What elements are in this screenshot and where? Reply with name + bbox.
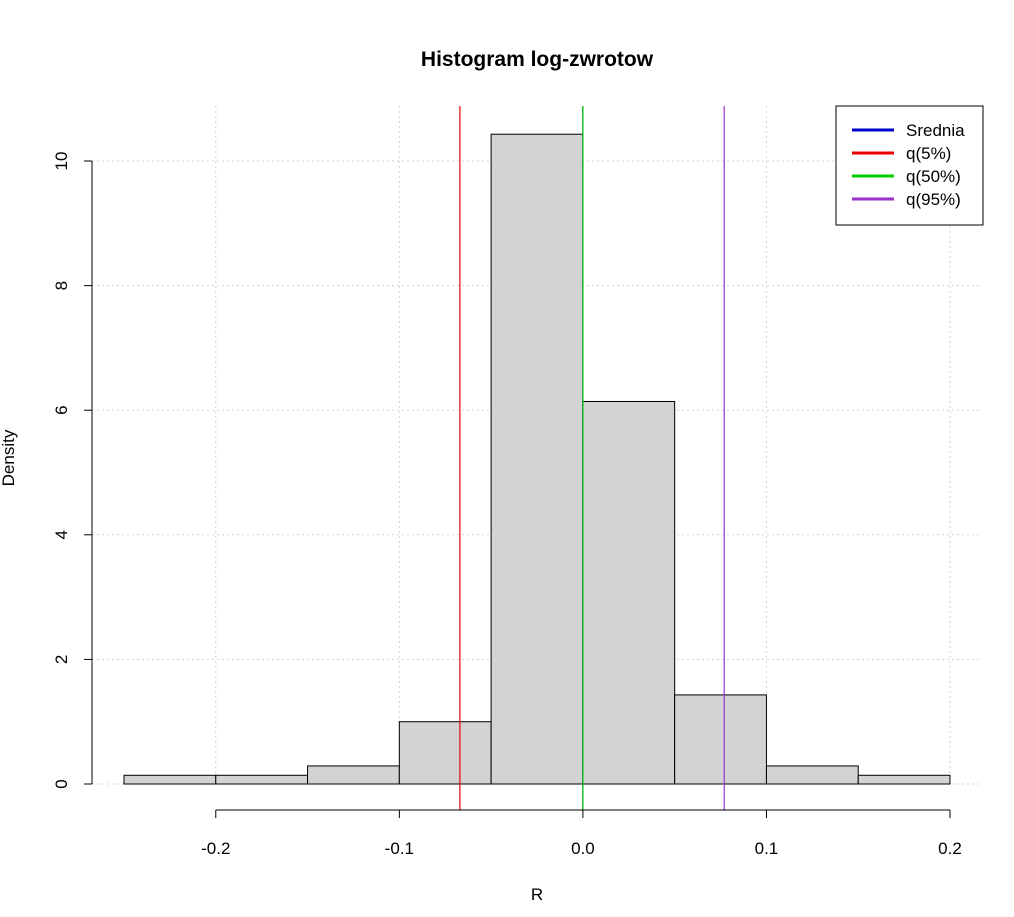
histogram-bar [674,694,767,785]
x-tick-label: -0.1 [385,839,414,858]
y-tick-label: 8 [52,281,71,290]
legend-label: q(50%) [906,167,961,186]
x-tick-label: 0.2 [938,839,962,858]
histogram-bar [490,133,584,785]
y-axis: 0 2 4 6 8 10 [52,152,93,789]
y-tick-label: 2 [52,655,71,664]
x-axis: -0.2 -0.1 0.0 0.1 0.2 [201,809,962,858]
y-tick-label: 0 [52,779,71,788]
y-tick-label: 4 [52,530,71,539]
histogram-bars [123,133,951,785]
histogram-bar [215,774,309,785]
x-tick-label: -0.2 [201,839,230,858]
reference-lines [459,106,725,810]
y-axis-label: Density [0,429,18,486]
legend-label: q(5%) [906,144,951,163]
histogram-bar [123,774,217,785]
y-tick-label: 6 [52,405,71,414]
chart-title: Histogram log-zwrotow [421,48,654,71]
legend-box [835,105,984,226]
x-tick-label: 0.0 [571,839,595,858]
x-axis-label: R [531,885,543,904]
legend: Srednia q(5%) q(50%) q(95%) [835,105,984,226]
legend-label: q(95%) [906,190,961,209]
legend-label: Srednia [906,121,965,140]
histogram-bar [857,774,951,785]
histogram-bar [307,765,400,785]
x-tick-label: 0.1 [755,839,779,858]
y-tick-label: 10 [52,152,71,171]
histogram-bar [398,721,492,785]
histogram-bar [582,400,676,785]
histogram-bar [765,765,859,785]
